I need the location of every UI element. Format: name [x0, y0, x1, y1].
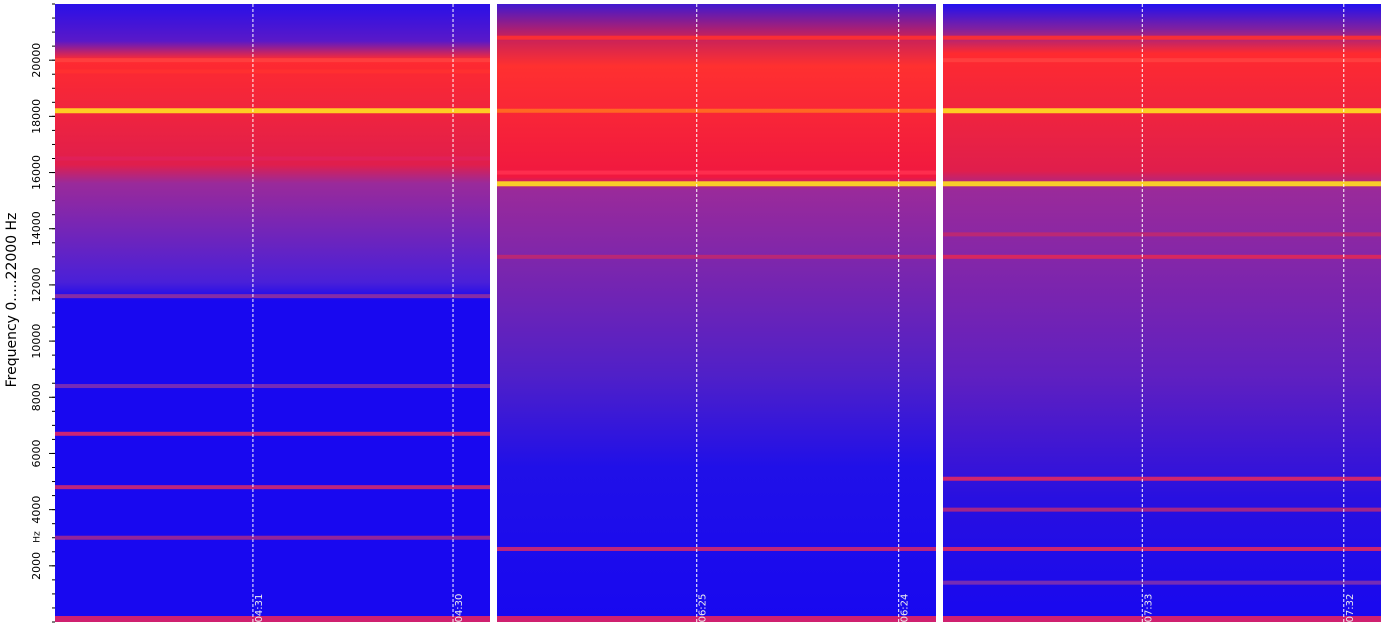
frequency-band [55, 294, 490, 299]
time-label: 06:24 [900, 594, 911, 623]
frequency-band [943, 254, 1381, 259]
time-label: 04:31 [254, 594, 265, 623]
frequency-band [55, 156, 490, 161]
y-tick-label: 4000 [30, 496, 43, 524]
frequency-band [55, 108, 490, 114]
frequency-band [943, 108, 1381, 114]
frequency-band [55, 69, 490, 74]
y-tick-label: 2000 [30, 552, 43, 580]
frequency-band [943, 181, 1381, 187]
spectrogram-panel [497, 4, 936, 622]
bottom-band [943, 616, 1381, 622]
y-tick-label: 6000 [30, 439, 43, 467]
frequency-band [497, 35, 936, 40]
time-label: 07:32 [1345, 594, 1356, 623]
frequency-band [497, 254, 936, 259]
frequency-band [55, 58, 490, 63]
frequency-band [497, 108, 936, 113]
bottom-band [55, 616, 490, 622]
y-tick-label: 14000 [30, 211, 43, 246]
frequency-band [55, 431, 490, 436]
y-unit-label: Hz [33, 531, 43, 543]
time-label: 07:33 [1143, 594, 1154, 623]
frequency-band [943, 35, 1381, 40]
frequency-band [943, 580, 1381, 585]
y-tick-label: 8000 [30, 383, 43, 411]
frequency-band [55, 485, 490, 490]
bottom-band [497, 616, 936, 622]
time-label: 04:30 [454, 594, 465, 623]
frequency-band [497, 181, 936, 187]
y-tick-label: 12000 [30, 267, 43, 302]
frequency-band [497, 546, 936, 551]
spectrogram-panel [55, 4, 490, 622]
frequency-band [497, 170, 936, 175]
frequency-band [943, 58, 1381, 63]
frequency-band [943, 232, 1381, 237]
frequency-band [55, 535, 490, 540]
y-tick-label: 18000 [30, 99, 43, 134]
frequency-band [943, 546, 1381, 551]
y-tick-label: 20000 [30, 43, 43, 78]
y-axis-label: Frequency 0.....22000 Hz [4, 213, 20, 388]
y-tick-label: 10000 [30, 324, 43, 359]
spectrogram-panel [943, 4, 1381, 622]
y-tick-label: 16000 [30, 155, 43, 190]
time-label: 06:25 [698, 594, 709, 623]
frequency-band [55, 384, 490, 389]
frequency-band [943, 476, 1381, 481]
frequency-band [943, 507, 1381, 512]
